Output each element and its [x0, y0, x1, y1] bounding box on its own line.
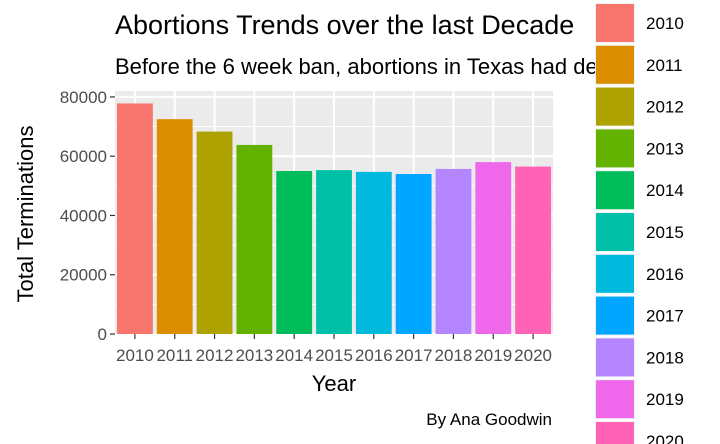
- legend-swatch-2018: [596, 338, 634, 377]
- x-tick-label: 2019: [474, 346, 512, 365]
- bar-2014: [276, 171, 313, 334]
- legend-label-2016: 2016: [646, 265, 684, 284]
- x-tick-label: 2015: [315, 346, 353, 365]
- legend-label-2010: 2010: [646, 14, 684, 33]
- bar-2019: [475, 162, 512, 334]
- x-tick-label: 2016: [355, 346, 393, 365]
- x-tick-label: 2012: [196, 346, 234, 365]
- chart-title: Abortions Trends over the last Decade: [115, 10, 574, 40]
- legend-label-2017: 2017: [646, 307, 684, 326]
- bar-2011: [156, 119, 193, 334]
- x-tick-label: 2010: [116, 346, 154, 365]
- x-tick-label: 2017: [395, 346, 433, 365]
- legend-label-2019: 2019: [646, 390, 684, 409]
- legend-swatch-2014: [596, 171, 634, 210]
- caption: By Ana Goodwin: [426, 410, 552, 429]
- bar-2020: [515, 166, 552, 334]
- legend-swatch-2012: [596, 87, 634, 126]
- legend-label-2014: 2014: [646, 181, 684, 200]
- legend-swatch-2013: [596, 129, 634, 168]
- y-axis: 0 20000 40000 60000 80000: [60, 88, 115, 344]
- legend-label-2018: 2018: [646, 348, 684, 367]
- bar-2018: [435, 168, 472, 334]
- bar-2017: [395, 173, 432, 334]
- y-tick-label: 80000: [60, 88, 107, 107]
- legend-swatch-2016: [596, 254, 634, 293]
- bar-2013: [236, 144, 273, 334]
- legend-label-2013: 2013: [646, 139, 684, 158]
- legend-label-2012: 2012: [646, 98, 684, 117]
- y-axis-title: Total Terminations: [13, 126, 38, 303]
- legend-swatch-2020: [596, 422, 634, 444]
- x-axis: 2010 2011 2012 2013 2014 2015 2016 2017 2018 2019…: [116, 334, 552, 365]
- legend: 2010 2011 2012 2013 2014 2015 2016 2017 2018 2019…: [595, 3, 684, 444]
- legend-swatch-2011: [596, 45, 634, 84]
- bar-2016: [355, 171, 392, 334]
- x-tick-label: 2020: [514, 346, 552, 365]
- y-tick-label: 60000: [60, 147, 107, 166]
- legend-label-2015: 2015: [646, 223, 684, 242]
- bar-2012: [196, 131, 233, 334]
- y-tick-label: 40000: [60, 206, 107, 225]
- legend-swatch-2019: [596, 380, 634, 419]
- bars: [116, 103, 552, 334]
- chart-subtitle: Before the 6 week ban, abortions in Texa…: [115, 54, 618, 79]
- legend-swatch-2015: [596, 213, 634, 251]
- legend-label-2011: 2011: [646, 56, 683, 75]
- x-tick-label: 2014: [275, 346, 313, 365]
- x-axis-title: Year: [312, 371, 356, 396]
- bar-2015: [316, 170, 352, 334]
- x-tick-label: 2013: [235, 346, 273, 365]
- legend-swatch-2010: [596, 4, 634, 42]
- legend-label-2020: 2020: [646, 432, 684, 444]
- legend-swatch-2017: [596, 296, 634, 335]
- x-tick-label: 2018: [435, 346, 473, 365]
- x-tick-label: 2011: [156, 346, 193, 365]
- bar-2010: [116, 103, 153, 334]
- y-tick-label: 0: [98, 325, 107, 344]
- y-tick-label: 20000: [60, 266, 107, 285]
